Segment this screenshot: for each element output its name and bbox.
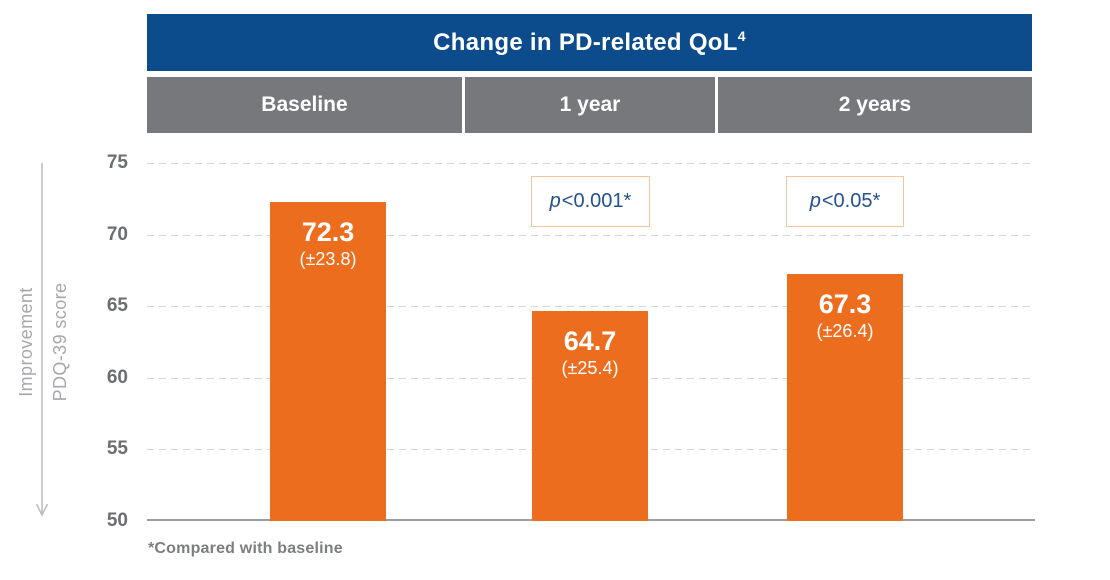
column-header-baseline: Baseline: [147, 77, 462, 133]
bar-1-year-value: 64.7: [563, 326, 617, 356]
y-tick-65: 65: [106, 295, 128, 316]
bar-baseline-sd: (±23.8): [299, 249, 357, 269]
p-value-box-2-years: p<0.05*: [786, 176, 904, 227]
p-value-text: <0.05*: [821, 190, 881, 212]
bar-baseline: 72.3 (±23.8): [270, 202, 386, 521]
y-tick-50: 50: [106, 510, 128, 531]
bar-2-years-value: 67.3: [818, 289, 872, 319]
title-reference-superscript: 4: [737, 27, 746, 44]
chart-title-bar: Change in PD-related QoL4: [147, 14, 1032, 71]
gridline-75: [147, 163, 1032, 164]
y-tick-70: 70: [106, 224, 128, 245]
y-tick-75: 75: [106, 152, 128, 173]
bar-2-years: 67.3 (±26.4): [787, 274, 903, 521]
column-header-1-year: 1 year: [465, 77, 715, 133]
bar-baseline-value: 72.3: [301, 217, 355, 247]
timepoint-header-band: Baseline 1 year 2 years: [147, 77, 1032, 133]
column-divider: [715, 77, 718, 133]
column-header-2-years: 2 years: [718, 77, 1032, 133]
chart-title: Change in PD-related QoL4: [433, 27, 746, 56]
gridline-70: [147, 235, 1032, 236]
bar-2-years-sd: (±26.4): [816, 321, 874, 341]
bar-1-year: 64.7 (±25.4): [532, 311, 648, 521]
p-italic: p: [809, 190, 821, 212]
y-tick-55: 55: [106, 438, 128, 459]
y-tick-60: 60: [106, 367, 128, 388]
p-value-box-1-year: p<0.001*: [531, 176, 650, 227]
column-divider: [462, 77, 465, 133]
footnote-compared-with-baseline: *Compared with baseline: [148, 540, 343, 557]
improvement-down-arrow-icon: [35, 163, 49, 517]
p-value-text: <0.001*: [561, 190, 632, 212]
gridline-65: [147, 306, 1032, 307]
pdq39-score-axis-label: PDQ-39 score: [50, 282, 70, 402]
p-italic: p: [549, 190, 561, 212]
bar-1-year-sd: (±25.4): [561, 358, 619, 378]
